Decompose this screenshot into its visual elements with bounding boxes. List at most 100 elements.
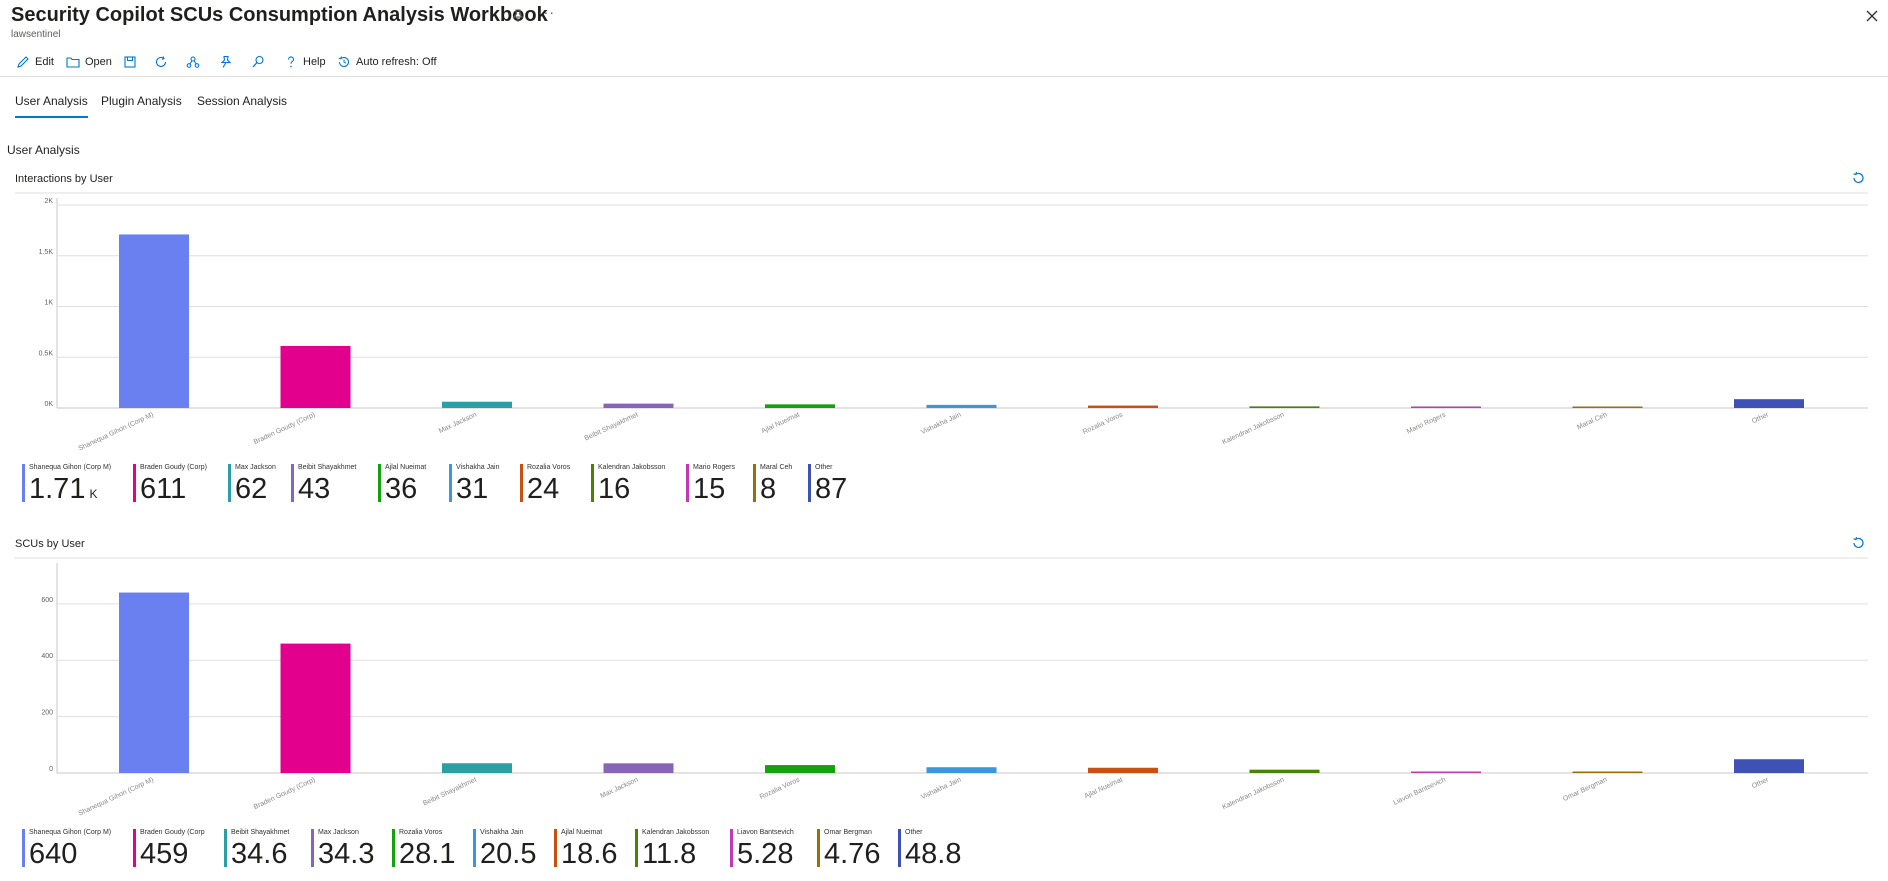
bar-maral-ceh[interactable] [1572, 406, 1643, 409]
bar-braden-goudy-corp[interactable] [280, 643, 351, 773]
tile-value: 640 [29, 838, 78, 870]
tile-label: Kalendran Jakobsson [598, 464, 666, 471]
undo-icon[interactable] [1851, 536, 1865, 550]
x-tick-label: Vishakha Jain [920, 776, 962, 801]
tile-label: Max Jackson [235, 464, 276, 471]
x-tick-label: Rozalia Voros [759, 776, 802, 801]
tile-label: Liavon Bantsevich [737, 829, 794, 836]
feedback-button[interactable] [251, 50, 265, 74]
x-tick-label: Kalendran Jakobsson [1221, 411, 1285, 446]
bar-omar-bergman[interactable] [1572, 771, 1643, 774]
bar-vishakha-jain[interactable] [926, 404, 997, 408]
tab-user-analysis[interactable]: User Analysis [15, 94, 88, 118]
x-tick-label: Beibit Shayakhmet [422, 776, 478, 807]
help-button[interactable]: Help [284, 50, 326, 74]
tile-label: Ajlal Nueimat [561, 829, 603, 836]
x-tick-label: Vishakha Jain [920, 411, 962, 436]
bar-other[interactable] [1734, 759, 1804, 773]
y-tick-label: 1.5K [39, 249, 54, 256]
refresh-button[interactable] [154, 50, 168, 74]
bar-mario-rogers[interactable] [1411, 406, 1481, 408]
customize-button[interactable] [186, 50, 200, 74]
tile-color-bar [554, 829, 557, 867]
tile-label: Beibit Shayakhmet [298, 464, 357, 471]
bar-other[interactable] [1734, 399, 1804, 408]
toolbar-divider [0, 76, 1888, 77]
bar-kalendran-jakobsson[interactable] [1249, 406, 1320, 408]
tile-label: Omar Bergman [824, 829, 872, 836]
close-icon[interactable] [1864, 8, 1880, 24]
open-button[interactable]: Open [66, 50, 112, 74]
bar-vishakha-jain[interactable] [926, 767, 997, 773]
tile-label: Vishakha Jain [480, 829, 524, 836]
x-tick-label: Braden Goudy (Corp) [253, 776, 317, 811]
x-tick-label: Shanequa Gihon (Corp M) [77, 776, 154, 817]
bar-rozalia-voros[interactable] [1088, 405, 1158, 408]
tile-color-bar [686, 464, 689, 502]
auto-refresh-label: Auto refresh: Off [356, 56, 437, 68]
bar-liavon-bantsevich[interactable] [1411, 771, 1481, 774]
x-tick-label: Kalendran Jakobsson [1221, 776, 1285, 811]
tile-unit: K [89, 487, 98, 501]
tile-label: Ajlal Nueimat [385, 464, 427, 471]
tile-value: 34.3 [318, 838, 375, 870]
pin-icon[interactable] [510, 8, 526, 24]
history-icon [338, 56, 350, 67]
tile-value: 43 [298, 473, 331, 505]
bar-beibit-shayakhmet[interactable] [442, 763, 512, 773]
x-tick-label: Mario Rogers [1406, 411, 1447, 435]
tile-value: 611 [140, 473, 187, 505]
tile-color-bar [22, 829, 25, 867]
tile-color-bar [378, 464, 381, 502]
question-icon [287, 56, 294, 68]
auto-refresh-button[interactable]: Auto refresh: Off [337, 50, 437, 74]
tile-value: 48.8 [905, 838, 962, 870]
share-icon [186, 56, 200, 68]
tab-session-analysis[interactable]: Session Analysis [197, 94, 288, 108]
save-button[interactable] [123, 50, 137, 74]
tile-color-bar [228, 464, 231, 502]
bar-ajlal-nueimat[interactable] [1088, 767, 1158, 773]
bar-max-jackson[interactable] [603, 763, 674, 773]
x-tick-label: Max Jackson [599, 776, 639, 800]
save-icon [124, 56, 136, 68]
tile-color-bar [22, 464, 25, 502]
tile-value: 28.1 [399, 838, 456, 870]
pin-button[interactable] [219, 50, 233, 74]
bar-ajlal-nueimat[interactable] [765, 404, 835, 408]
tab-plugin-analysis[interactable]: Plugin Analysis [101, 94, 182, 108]
bar-rozalia-voros[interactable] [765, 765, 835, 773]
tile-color-bar [311, 829, 314, 867]
y-tick-label: 0 [49, 766, 53, 773]
x-tick-label: Rozalia Voros [1082, 411, 1125, 436]
undo-icon[interactable] [1851, 171, 1865, 185]
tile-color-bar [817, 829, 820, 867]
open-label: Open [85, 56, 112, 68]
bar-shanequa-gihon-corp-m[interactable] [119, 234, 189, 408]
tile-value: 87 [815, 473, 848, 505]
bar-shanequa-gihon-corp-m[interactable] [119, 592, 189, 773]
edit-button[interactable]: Edit [16, 50, 54, 74]
tile-label: Other [905, 829, 923, 836]
more-options-button[interactable]: ··· [538, 4, 555, 20]
tile-value: 16 [598, 473, 631, 505]
tile-label: Other [815, 464, 833, 471]
bar-braden-goudy-corp[interactable] [280, 345, 351, 408]
x-tick-label: Beibit Shayakhmet [583, 411, 639, 442]
chart-title-scus: SCUs by User [15, 538, 85, 550]
tile-value: 15 [693, 473, 726, 505]
tile-value: 459 [140, 838, 189, 870]
command-bar: Edit Open Help Auto refresh: Off [0, 50, 1888, 74]
chart-title-interactions: Interactions by User [15, 173, 113, 185]
tile-color-bar [520, 464, 523, 502]
bar-beibit-shayakhmet[interactable] [603, 403, 674, 408]
bar-kalendran-jakobsson[interactable] [1249, 769, 1320, 773]
tile-color-bar [591, 464, 594, 502]
x-tick-label: Ajlal Nueimat [1084, 776, 1124, 800]
bar-max-jackson[interactable] [442, 401, 512, 408]
person-search-icon [252, 55, 264, 68]
tile-value: 4.76 [824, 838, 881, 870]
x-tick-label: Shanequa Gihon (Corp M) [77, 411, 154, 452]
y-tick-label: 0.5K [39, 350, 54, 357]
tile-color-bar [224, 829, 227, 867]
